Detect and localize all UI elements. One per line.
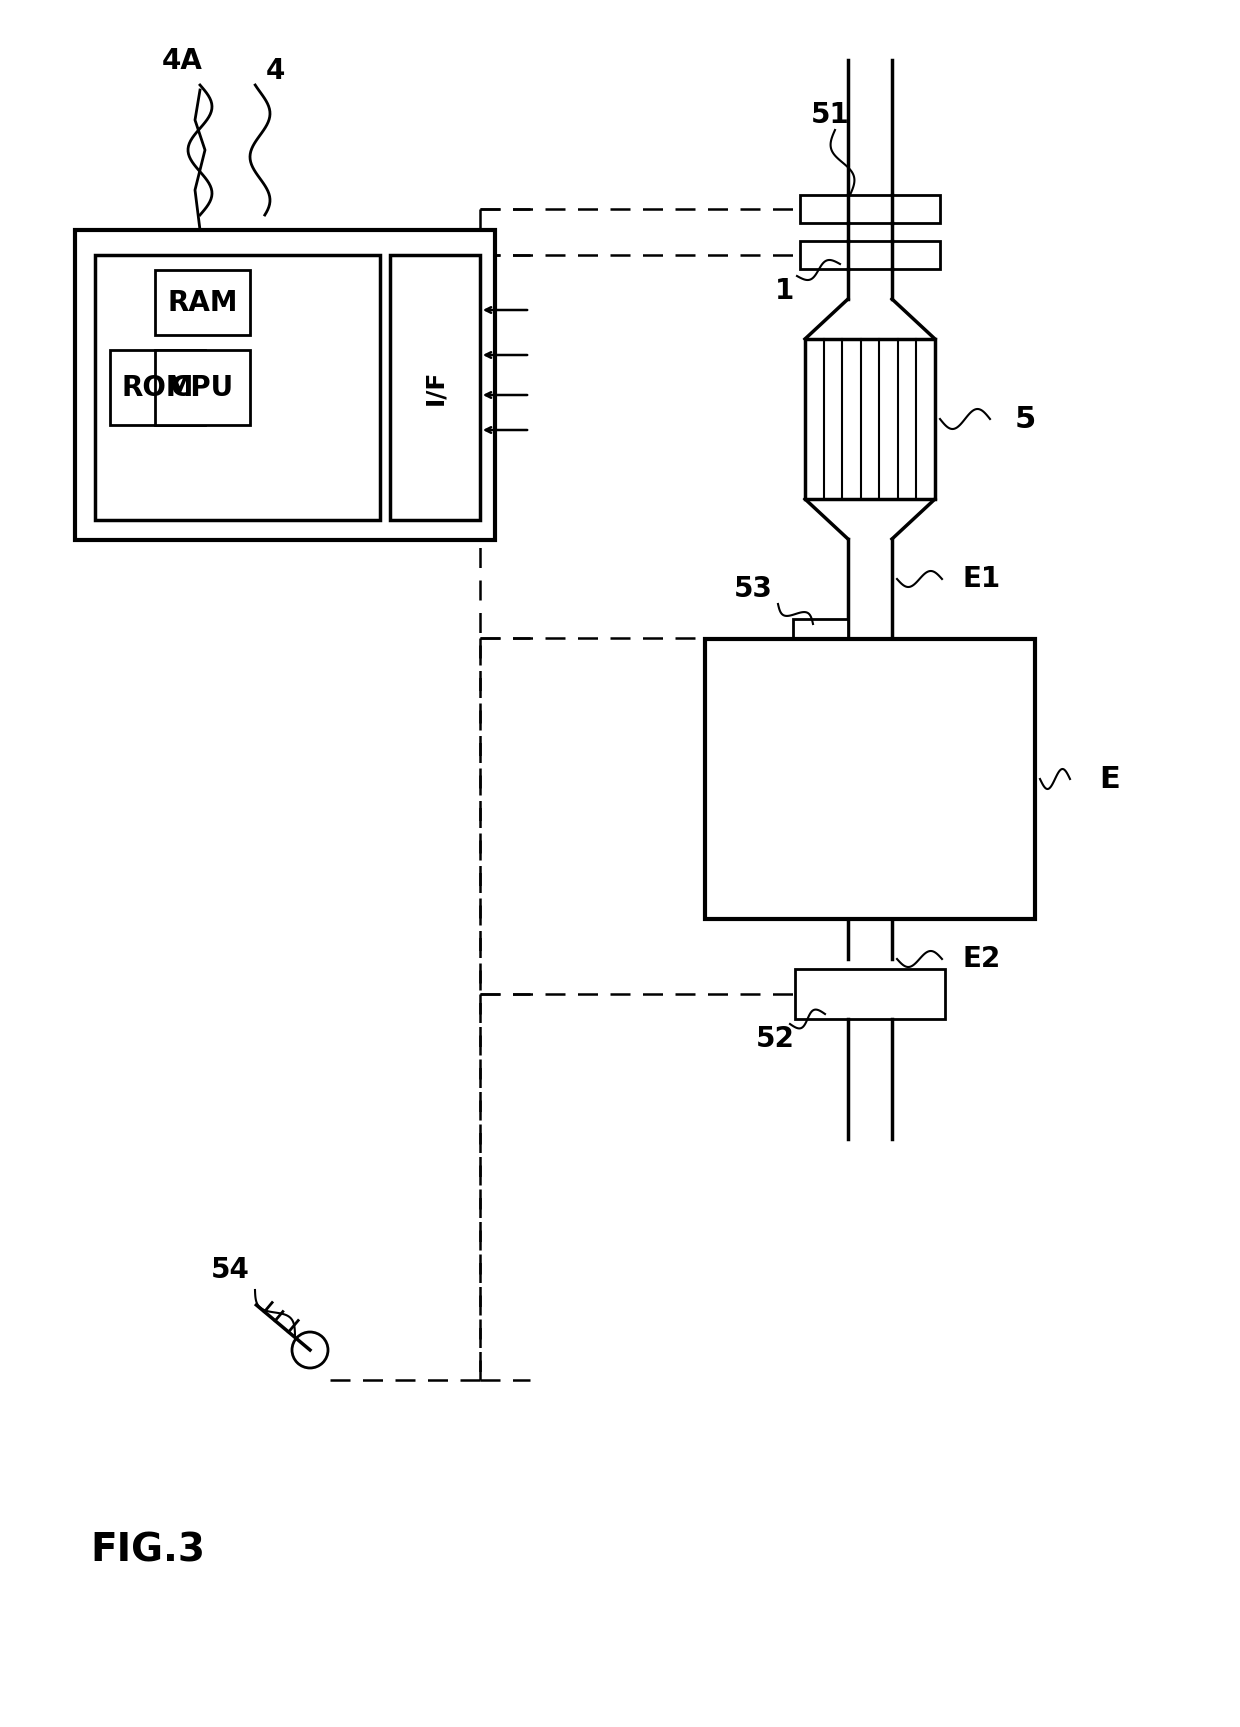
Text: RAM: RAM (167, 288, 238, 316)
Text: 4A: 4A (161, 47, 202, 74)
Bar (391, 256, 480, 520)
Bar (155, 269, 250, 335)
Text: 1: 1 (775, 276, 795, 306)
Bar (95, 256, 379, 520)
Text: 51: 51 (811, 100, 849, 130)
Bar (800, 242, 940, 269)
Bar (794, 618, 848, 656)
Text: ROM: ROM (122, 373, 193, 401)
Text: FIG.3: FIG.3 (91, 1532, 205, 1570)
Text: CPU: CPU (171, 373, 234, 401)
Text: E1: E1 (963, 565, 1001, 592)
Text: E2: E2 (963, 945, 1001, 972)
Text: 5: 5 (1014, 404, 1035, 433)
Text: 52: 52 (755, 1026, 795, 1053)
Text: E: E (1100, 765, 1121, 793)
Bar (800, 195, 940, 223)
Text: 4: 4 (265, 57, 285, 85)
Text: 53: 53 (734, 575, 773, 603)
Text: I/F: I/F (423, 370, 446, 406)
Bar (110, 351, 205, 425)
Text: 54: 54 (211, 1256, 249, 1283)
Bar (706, 639, 1035, 919)
Bar (155, 351, 250, 425)
Bar (805, 338, 935, 499)
Bar (74, 230, 495, 541)
Bar (795, 969, 945, 1019)
